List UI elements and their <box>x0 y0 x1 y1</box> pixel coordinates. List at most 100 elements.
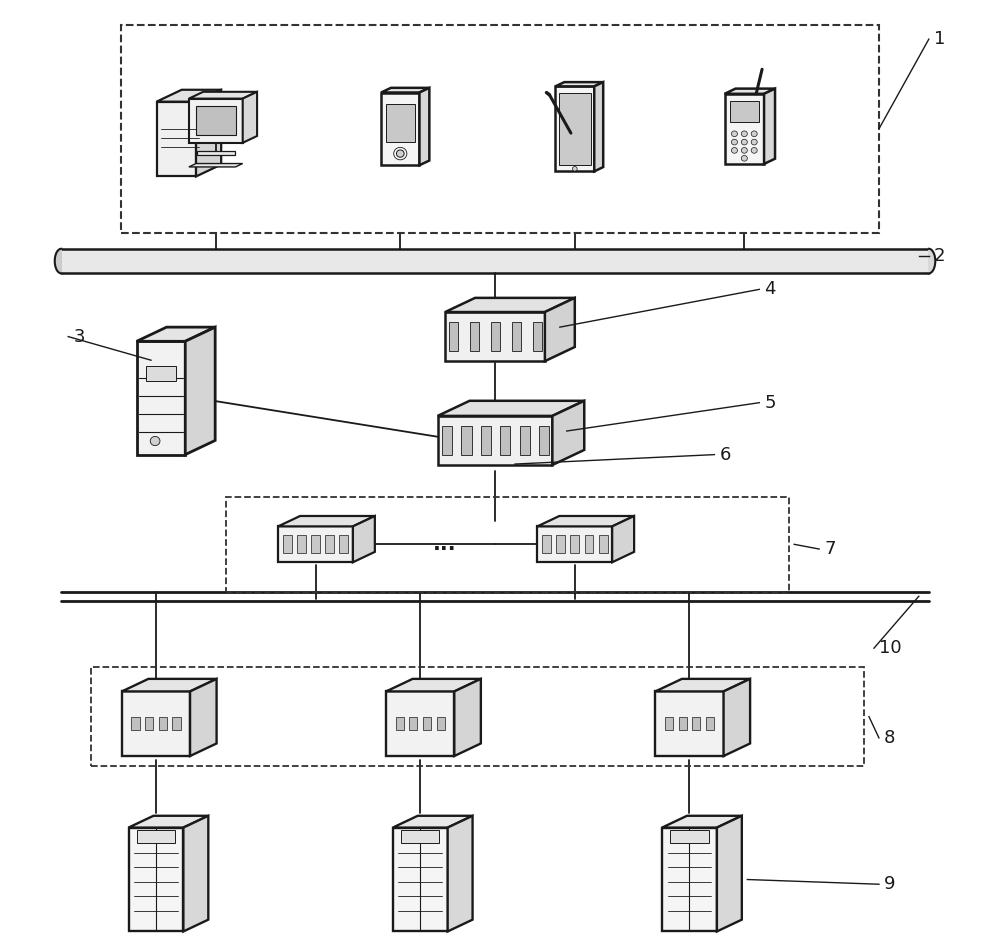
Polygon shape <box>189 164 243 167</box>
Text: 8: 8 <box>884 729 895 747</box>
Polygon shape <box>189 98 243 143</box>
Polygon shape <box>512 322 521 351</box>
Polygon shape <box>386 691 454 756</box>
Polygon shape <box>172 717 181 730</box>
Polygon shape <box>929 249 935 274</box>
Polygon shape <box>445 313 545 361</box>
Polygon shape <box>278 516 375 527</box>
Text: 10: 10 <box>879 639 902 657</box>
Polygon shape <box>481 426 491 456</box>
Polygon shape <box>555 82 603 86</box>
Polygon shape <box>670 830 709 843</box>
Polygon shape <box>381 88 429 93</box>
Text: 5: 5 <box>764 394 776 412</box>
Text: 3: 3 <box>73 328 85 346</box>
Polygon shape <box>545 298 575 361</box>
Polygon shape <box>461 426 472 456</box>
Polygon shape <box>55 249 61 274</box>
Bar <box>91 667 864 766</box>
Polygon shape <box>437 717 445 730</box>
Circle shape <box>741 139 747 145</box>
Polygon shape <box>401 830 439 843</box>
Polygon shape <box>423 717 431 730</box>
Polygon shape <box>297 535 306 553</box>
Circle shape <box>396 150 404 157</box>
Text: 1: 1 <box>934 30 945 48</box>
Polygon shape <box>537 516 634 527</box>
Polygon shape <box>725 94 764 164</box>
Polygon shape <box>196 90 221 176</box>
Polygon shape <box>449 322 458 351</box>
Polygon shape <box>448 815 473 932</box>
Polygon shape <box>438 401 584 416</box>
Polygon shape <box>717 815 742 932</box>
Polygon shape <box>585 535 593 553</box>
Polygon shape <box>539 426 549 456</box>
Polygon shape <box>612 516 634 563</box>
Polygon shape <box>725 89 775 94</box>
Circle shape <box>741 131 747 136</box>
Polygon shape <box>552 401 584 465</box>
Polygon shape <box>137 327 215 341</box>
Polygon shape <box>243 92 257 143</box>
Polygon shape <box>655 679 750 691</box>
Polygon shape <box>730 100 759 122</box>
Polygon shape <box>692 717 700 730</box>
Polygon shape <box>520 426 530 456</box>
Polygon shape <box>533 322 542 351</box>
Polygon shape <box>61 249 929 274</box>
Polygon shape <box>662 828 717 932</box>
Polygon shape <box>185 327 215 455</box>
Polygon shape <box>491 322 500 351</box>
Polygon shape <box>555 86 594 171</box>
Polygon shape <box>679 717 687 730</box>
Polygon shape <box>197 151 235 155</box>
Text: 4: 4 <box>764 280 776 298</box>
Polygon shape <box>278 527 353 563</box>
Polygon shape <box>157 90 221 101</box>
Polygon shape <box>570 535 579 553</box>
Polygon shape <box>146 366 176 381</box>
Polygon shape <box>283 535 292 553</box>
Polygon shape <box>559 93 591 165</box>
Polygon shape <box>129 815 208 828</box>
Polygon shape <box>409 717 417 730</box>
Polygon shape <box>157 101 196 176</box>
Polygon shape <box>419 88 429 165</box>
Circle shape <box>731 148 737 153</box>
Polygon shape <box>556 535 565 553</box>
Circle shape <box>731 139 737 145</box>
Polygon shape <box>311 535 320 553</box>
Polygon shape <box>183 815 208 932</box>
Polygon shape <box>454 679 481 756</box>
Polygon shape <box>386 679 481 691</box>
Polygon shape <box>537 527 612 563</box>
Polygon shape <box>129 828 183 932</box>
Polygon shape <box>445 298 575 313</box>
Polygon shape <box>599 535 608 553</box>
Polygon shape <box>594 82 603 171</box>
Polygon shape <box>145 717 153 730</box>
Circle shape <box>741 148 747 153</box>
Polygon shape <box>325 535 334 553</box>
Polygon shape <box>396 717 404 730</box>
Polygon shape <box>137 830 175 843</box>
Polygon shape <box>438 416 552 465</box>
Polygon shape <box>724 679 750 756</box>
Polygon shape <box>189 92 257 98</box>
Circle shape <box>572 167 577 171</box>
Polygon shape <box>662 815 742 828</box>
Polygon shape <box>470 322 479 351</box>
Polygon shape <box>190 679 217 756</box>
Polygon shape <box>655 691 724 756</box>
Polygon shape <box>137 341 185 455</box>
Circle shape <box>731 131 737 136</box>
Polygon shape <box>706 717 714 730</box>
Polygon shape <box>381 93 419 165</box>
Polygon shape <box>500 426 510 456</box>
Bar <box>121 25 879 233</box>
Circle shape <box>751 131 757 136</box>
Polygon shape <box>393 815 473 828</box>
Polygon shape <box>122 679 217 691</box>
Circle shape <box>150 437 160 446</box>
